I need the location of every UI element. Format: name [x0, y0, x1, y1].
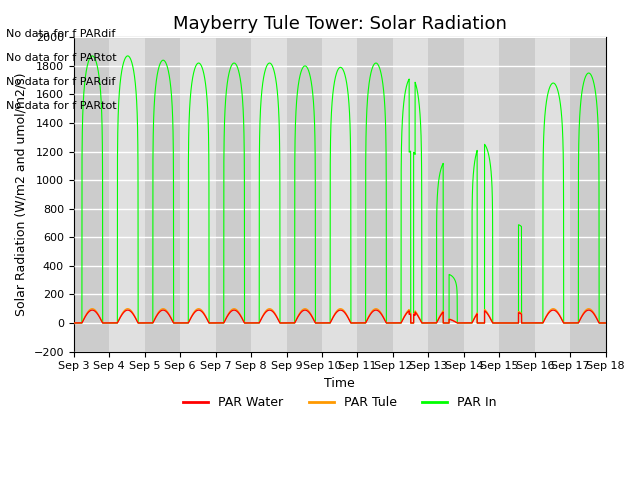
X-axis label: Time: Time [324, 377, 355, 390]
Bar [428, 37, 464, 351]
Y-axis label: Solar Radiation (W/m2 and umol/m2/s): Solar Radiation (W/m2 and umol/m2/s) [15, 72, 28, 316]
Bar [393, 37, 428, 351]
Bar [464, 37, 499, 351]
Bar [145, 37, 180, 351]
Text: No data for f PARdif: No data for f PARdif [6, 77, 116, 87]
Bar [605, 37, 640, 351]
Title: Mayberry Tule Tower: Solar Radiation: Mayberry Tule Tower: Solar Radiation [173, 15, 507, 33]
Text: No data for f PARtot: No data for f PARtot [6, 53, 117, 63]
Bar [109, 37, 145, 351]
Bar [535, 37, 570, 351]
Bar [570, 37, 605, 351]
Bar [180, 37, 216, 351]
Text: No data for f PARtot: No data for f PARtot [6, 101, 117, 111]
Bar [74, 37, 109, 351]
Text: No data for f PARdif: No data for f PARdif [6, 29, 116, 39]
Legend: PAR Water, PAR Tule, PAR In: PAR Water, PAR Tule, PAR In [179, 391, 501, 414]
Bar [287, 37, 322, 351]
Bar [216, 37, 251, 351]
Bar [499, 37, 535, 351]
Bar [358, 37, 393, 351]
Bar [251, 37, 287, 351]
Bar [322, 37, 358, 351]
